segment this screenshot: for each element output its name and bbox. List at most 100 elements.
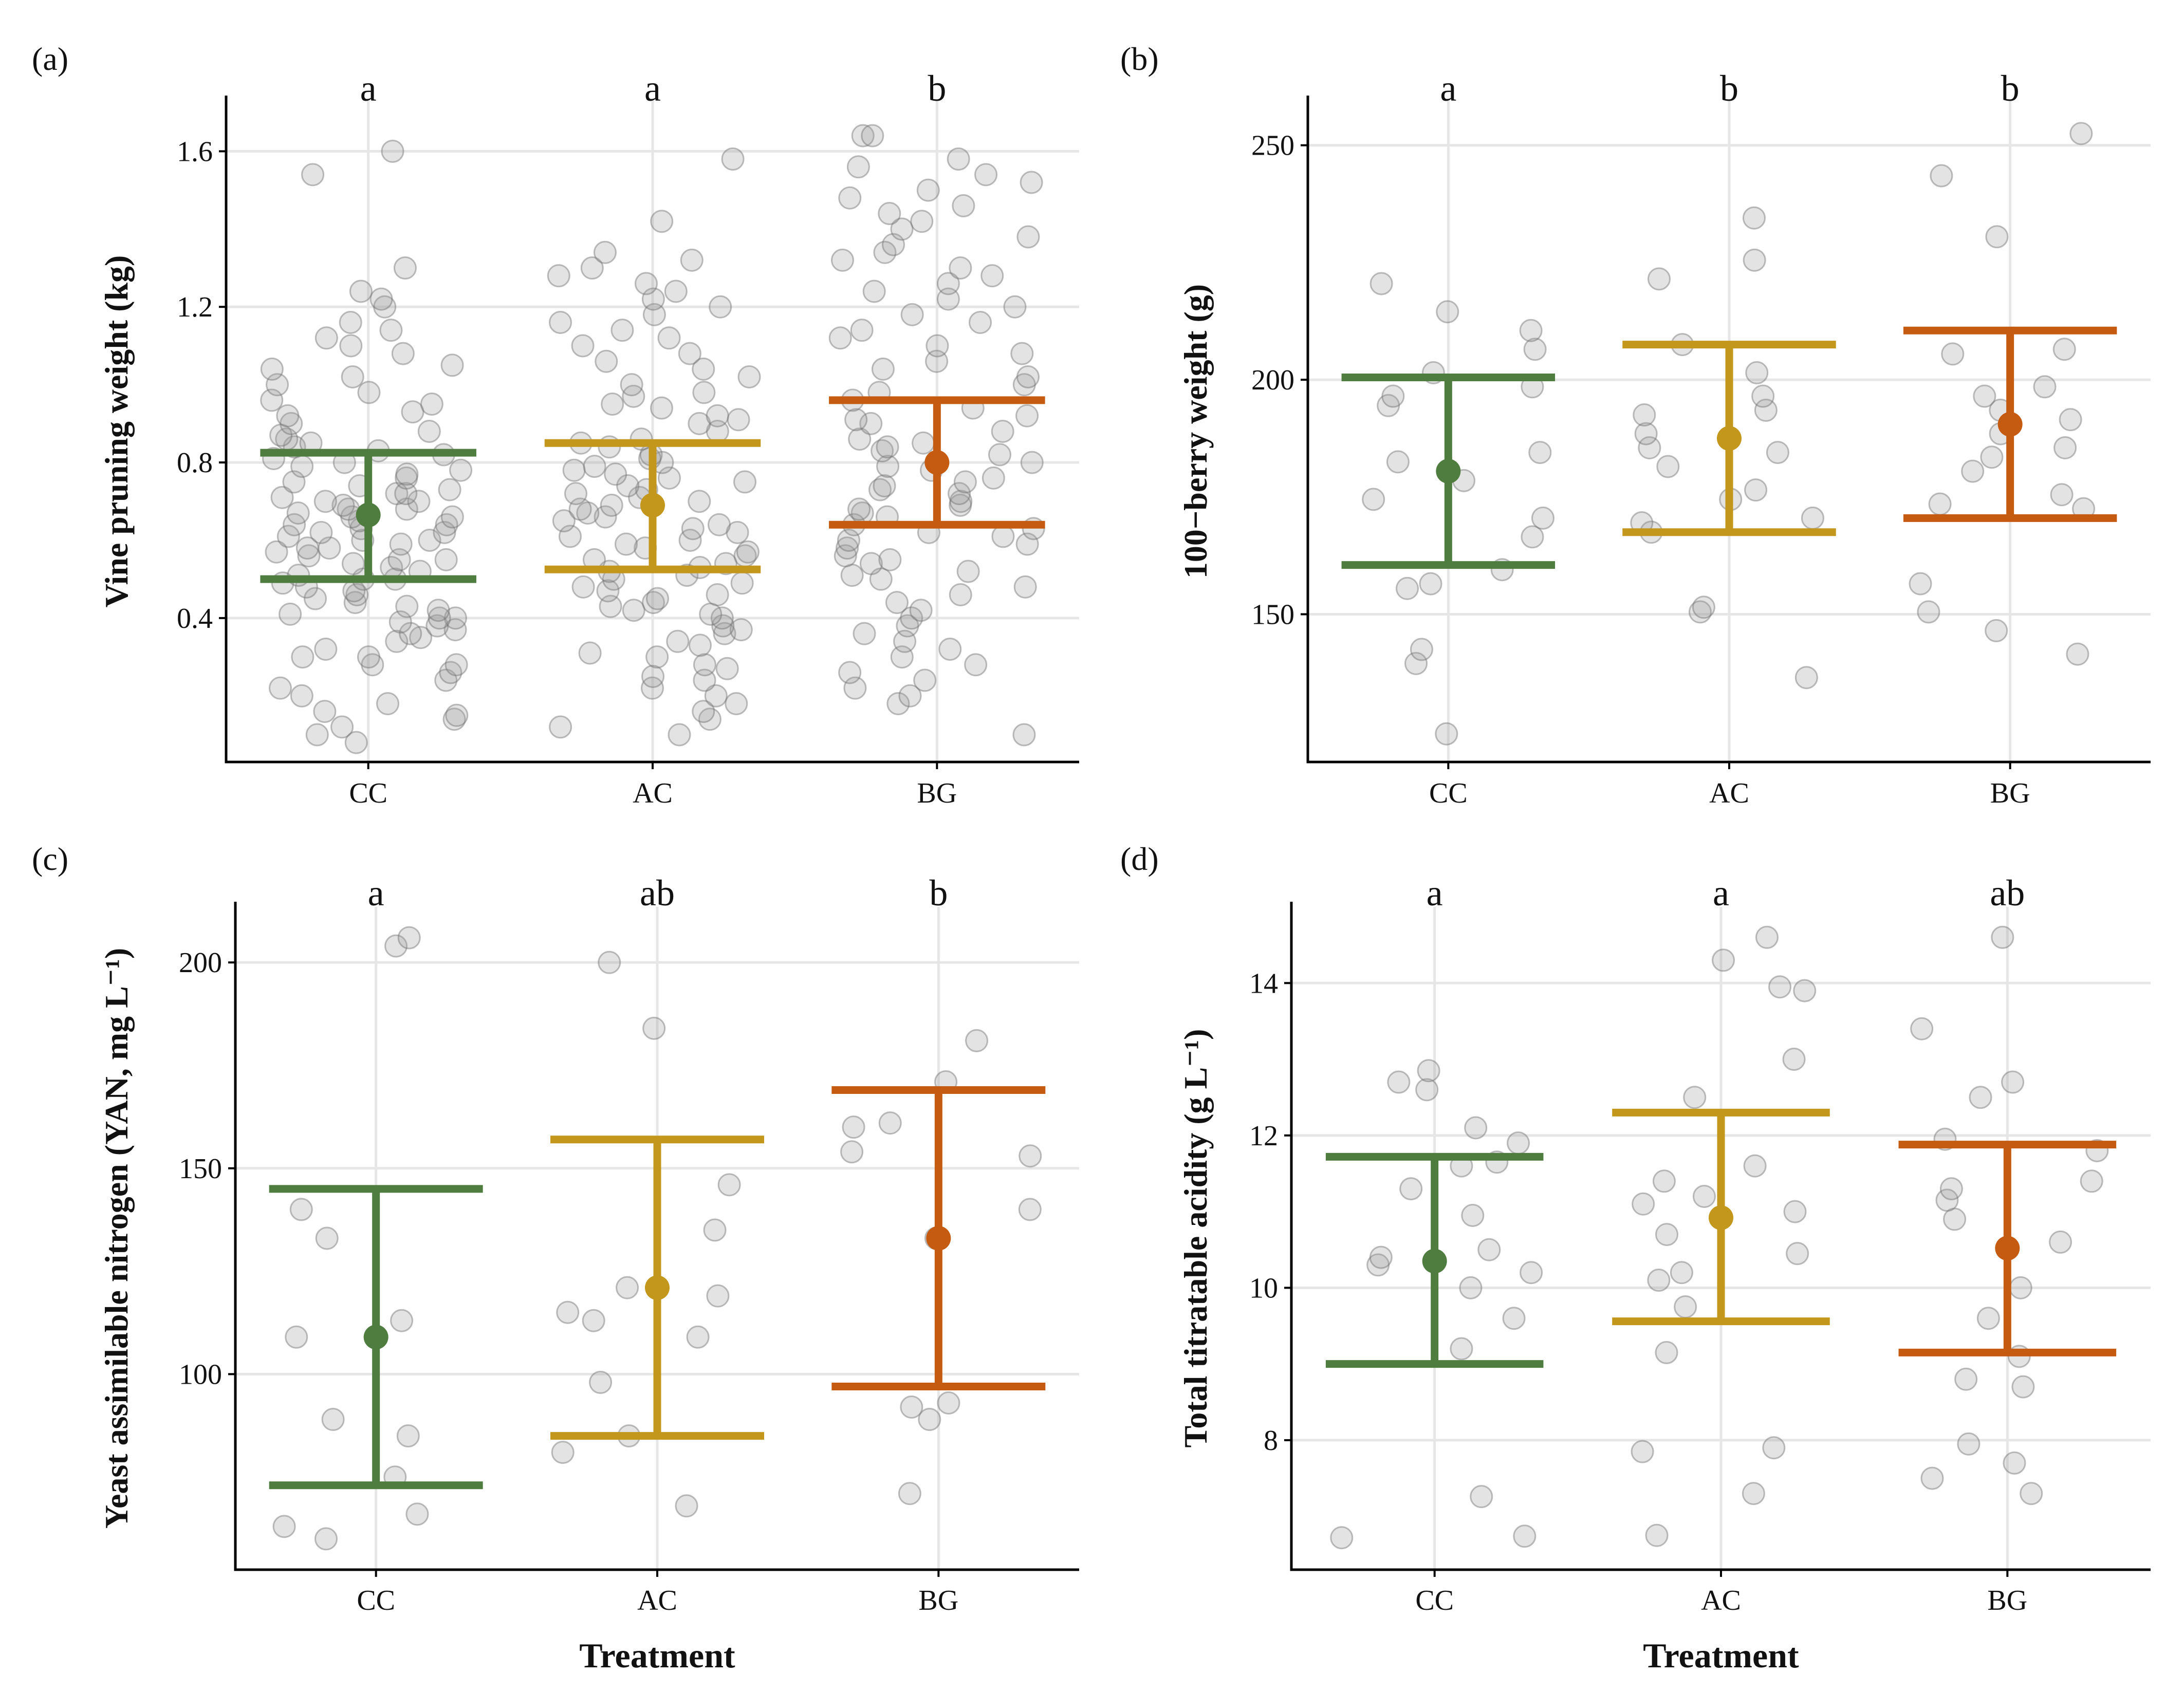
data-point (1745, 361, 1769, 384)
data-point (1010, 342, 1034, 365)
data-point (276, 525, 300, 548)
data-point (1985, 225, 2009, 249)
data-point (1930, 164, 1953, 188)
data-point (1961, 459, 1985, 483)
data-point (564, 482, 587, 506)
data-point (2052, 338, 2076, 361)
data-point (1755, 925, 1779, 949)
data-point (1513, 1524, 1537, 1548)
data-point (1928, 492, 1952, 516)
y-tick-label: 200 (1251, 364, 1294, 396)
mean-point-CC (356, 503, 381, 528)
data-point (1019, 1144, 1042, 1168)
data-point (616, 474, 640, 497)
y-axis-label: Total titratable acidity (g L⁻¹) (1177, 1029, 1214, 1448)
mean-point-AC (1717, 426, 1742, 451)
data-point (361, 653, 384, 677)
data-point (1954, 1367, 1978, 1391)
data-point (279, 602, 302, 626)
data-point (600, 493, 623, 517)
data-point (268, 676, 292, 700)
data-point (1692, 1184, 1716, 1208)
data-point (2033, 375, 2057, 399)
data-point (836, 536, 859, 560)
data-point (571, 575, 595, 599)
data-point (1742, 1482, 1765, 1505)
data-point (650, 396, 673, 420)
data-point (427, 599, 450, 622)
data-point (349, 280, 373, 303)
data-point (727, 408, 750, 432)
data-point (900, 303, 924, 326)
data-point (1910, 1017, 1934, 1040)
data-point (549, 311, 572, 334)
data-point (830, 248, 854, 272)
x-axis-label: Treatment (1643, 1636, 1799, 1675)
data-point (434, 548, 458, 571)
data-point (593, 240, 617, 264)
data-point (869, 567, 893, 591)
data-point (853, 622, 876, 645)
data-point (357, 645, 380, 669)
data-point (688, 412, 711, 435)
data-point (657, 466, 681, 490)
data-point (876, 435, 899, 459)
panel-b: 150 200 250 CC AC BG a b b (b) 100−berry weight (g… (1120, 41, 2151, 809)
data-point (1459, 1276, 1483, 1299)
data-point (949, 256, 972, 280)
data-point (710, 606, 734, 630)
data-point (1377, 394, 1400, 417)
x-tick-label: AC (1709, 777, 1749, 809)
data-point (965, 1029, 989, 1052)
data-point (598, 951, 621, 974)
data-point (1464, 1116, 1488, 1140)
data-point (721, 147, 745, 171)
data-point (1520, 1261, 1543, 1285)
data-point (1943, 1207, 1967, 1231)
data-point (1633, 403, 1656, 427)
data-point (610, 319, 634, 342)
data-point (709, 295, 732, 319)
data-point (1417, 1059, 1440, 1083)
data-point (1330, 1526, 1354, 1550)
significance-letter: b (1720, 68, 1738, 109)
data-point (1648, 267, 1671, 291)
data-point (1744, 478, 1768, 502)
x-tick-label: CC (1415, 1585, 1454, 1616)
data-point (1674, 1295, 1697, 1318)
data-point (938, 637, 962, 661)
data-point (385, 482, 409, 506)
data-point (314, 326, 338, 350)
data-point (1450, 1337, 1473, 1361)
data-point (388, 610, 412, 634)
data-point (890, 645, 914, 669)
data-point (1786, 1242, 1809, 1266)
data-point (594, 505, 617, 529)
data-point (438, 478, 461, 501)
data-point (270, 486, 294, 509)
data-point (449, 458, 473, 482)
data-point (394, 482, 418, 506)
data-point (395, 466, 418, 490)
data-point (1470, 1485, 1493, 1509)
data-point (339, 334, 363, 358)
data-point (620, 373, 643, 397)
data-point (399, 622, 422, 645)
panel-a: 0.4 0.8 1.2 1.6 CC AC BG a a b (a) Vine pruning wei… (32, 41, 1079, 809)
mean-point-CC (1422, 1249, 1447, 1274)
data-point (2066, 642, 2089, 666)
data-point (936, 287, 960, 311)
data-point (1404, 652, 1428, 675)
data-point (1985, 619, 2008, 642)
data-point (601, 393, 624, 416)
data-point (1794, 666, 1818, 690)
data-point (871, 439, 894, 462)
data-point (878, 202, 901, 226)
data-point (393, 256, 417, 280)
y-tick-label: 0.4 (177, 603, 213, 635)
data-point (1917, 600, 1940, 624)
data-point (314, 637, 338, 661)
data-point (443, 618, 467, 642)
data-point (898, 684, 922, 708)
data-point (678, 342, 701, 365)
